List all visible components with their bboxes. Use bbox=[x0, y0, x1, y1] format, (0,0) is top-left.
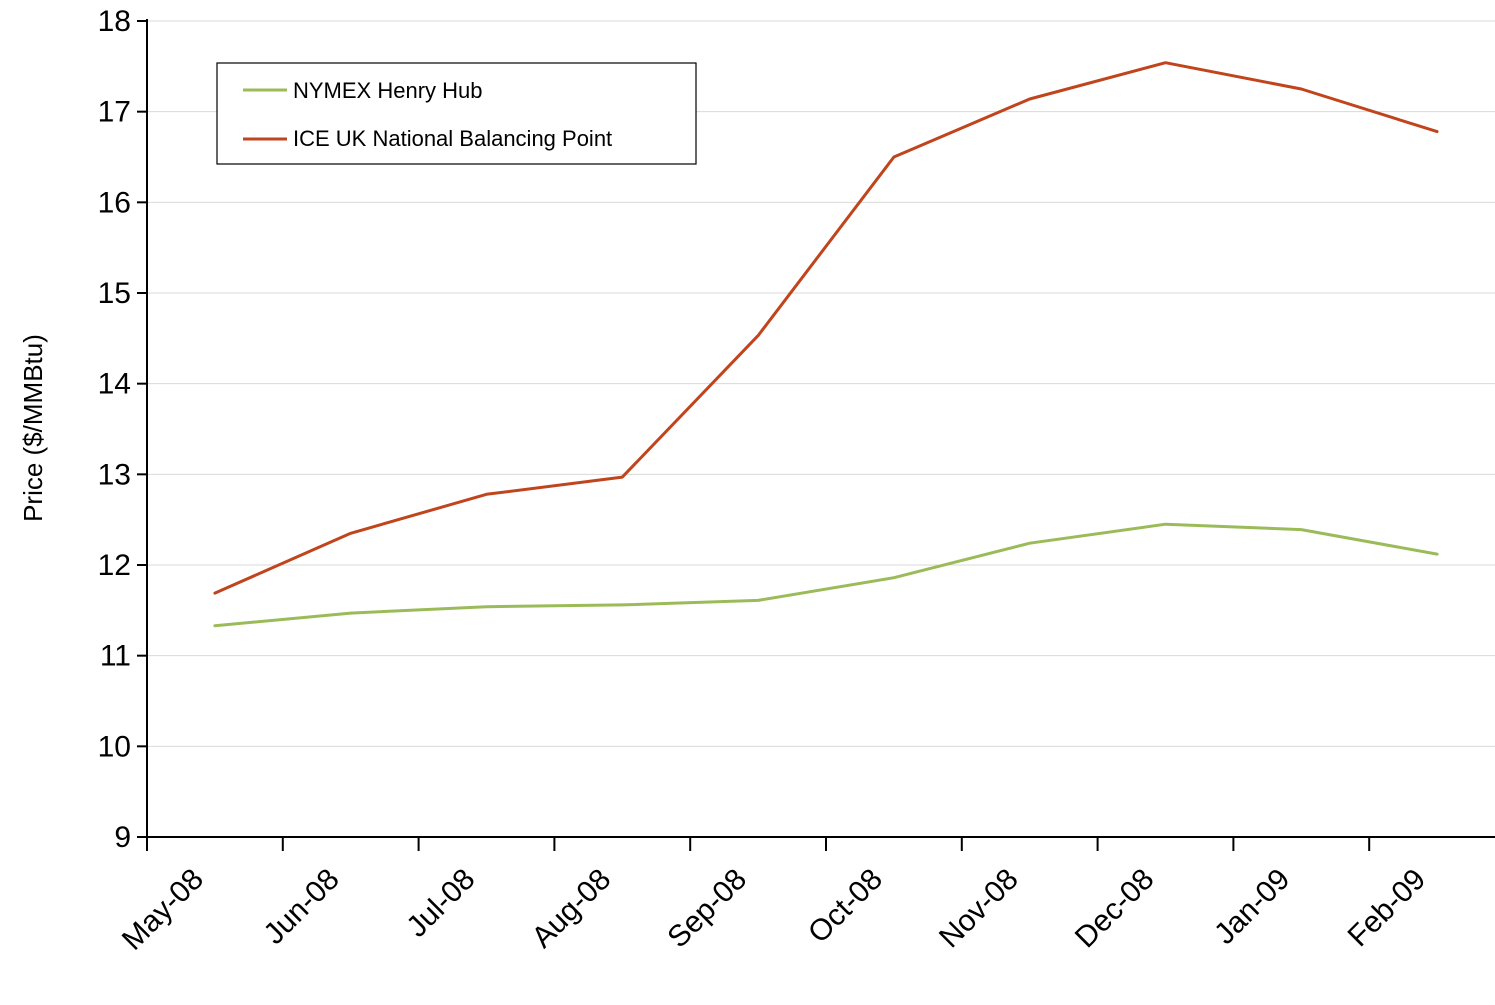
axes bbox=[137, 19, 1495, 851]
y-tick-label-12: 12 bbox=[98, 549, 131, 582]
y-tick-label-11: 11 bbox=[100, 640, 131, 673]
y-tick-label-17: 17 bbox=[98, 96, 131, 129]
y-tick-label-15: 15 bbox=[98, 277, 131, 310]
series-lines bbox=[213, 61, 1439, 628]
y-tick-label-10: 10 bbox=[98, 730, 131, 763]
x-tick-label-feb-09: Feb-09 bbox=[1342, 863, 1433, 954]
legend-label-henry-hub: NYMEX Henry Hub bbox=[293, 78, 483, 103]
x-tick-label-jan-09: Jan-09 bbox=[1208, 863, 1296, 951]
x-tick-label-may-08: May-08 bbox=[116, 863, 210, 957]
y-tick-label-16: 16 bbox=[98, 186, 131, 219]
series-line-nymex-henry-hub bbox=[213, 522, 1439, 628]
gridlines bbox=[147, 20, 1495, 747]
y-tick-label-14: 14 bbox=[98, 368, 131, 401]
series-line-ice-uk-national-balancing-point bbox=[213, 61, 1439, 595]
legend-box bbox=[216, 62, 697, 165]
x-tick-label-aug-08: Aug-08 bbox=[526, 863, 618, 955]
y-tick-label-9: 9 bbox=[114, 821, 131, 854]
legend-label-nbp: ICE UK National Balancing Point bbox=[293, 126, 612, 151]
y-tick-label-13: 13 bbox=[98, 458, 131, 491]
y-axis-label: Price ($/MMBtu) bbox=[18, 334, 48, 522]
x-tick-label-dec-08: Dec-08 bbox=[1069, 863, 1161, 955]
x-tick-label-jun-08: Jun-08 bbox=[258, 863, 346, 951]
legend: NYMEX Henry Hub ICE UK National Balancin… bbox=[216, 62, 697, 165]
x-tick-label-oct-08: Oct-08 bbox=[802, 863, 889, 950]
x-tick-label-sep-08: Sep-08 bbox=[661, 863, 753, 955]
x-tick-label-jul-08: Jul-08 bbox=[400, 863, 481, 944]
y-tick-label-18: 18 bbox=[98, 5, 131, 38]
x-tick-label-nov-08: Nov-08 bbox=[933, 863, 1025, 955]
